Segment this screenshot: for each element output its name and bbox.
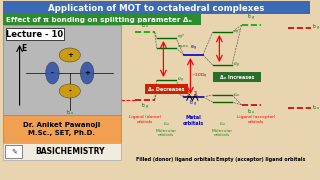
Text: +: + (67, 52, 73, 58)
Text: Lecture - 10: Lecture - 10 (6, 30, 64, 39)
Text: E: E (21, 44, 27, 53)
Text: ✎: ✎ (11, 148, 17, 154)
FancyBboxPatch shape (3, 25, 121, 115)
Ellipse shape (59, 84, 80, 98)
FancyBboxPatch shape (6, 28, 64, 40)
FancyBboxPatch shape (5, 145, 22, 158)
Text: t$_{2g}$: t$_{2g}$ (312, 23, 320, 33)
Text: t$_{2g}$: t$_{2g}$ (141, 102, 149, 112)
Text: e$_g$*: e$_g$* (177, 33, 185, 41)
Text: t$_{1u}$: t$_{1u}$ (247, 107, 255, 116)
Text: -: - (68, 88, 71, 94)
Text: Filled (donor) ligand orbitals: Filled (donor) ligand orbitals (136, 158, 215, 163)
Text: Δₒ Increases: Δₒ Increases (220, 75, 254, 80)
Text: Dr. Aniket Pawanoji
M.Sc., SET, Ph.D.: Dr. Aniket Pawanoji M.Sc., SET, Ph.D. (23, 122, 101, 136)
Text: BASICHEMISTRY: BASICHEMISTRY (35, 147, 105, 156)
Text: t$_{1u}$
Molecular
orbitals: t$_{1u}$ Molecular orbitals (212, 120, 233, 137)
Text: 1 1: 1 1 (186, 91, 198, 97)
Text: t$_{2g}$: t$_{2g}$ (177, 76, 184, 84)
Text: Effect of π bonding on splitting parameter Δₒ: Effect of π bonding on splitting paramet… (6, 17, 192, 22)
Text: e$_g$,e$_u$: e$_g$,e$_u$ (177, 43, 189, 51)
FancyBboxPatch shape (3, 143, 121, 160)
Ellipse shape (80, 62, 94, 84)
Text: Ligand (acceptor)
orbitals: Ligand (acceptor) orbitals (237, 115, 275, 124)
Ellipse shape (59, 48, 80, 62)
Text: t$_{1u}$
Molecular
orbitals: t$_{1u}$ Molecular orbitals (156, 120, 177, 137)
Text: t$_{1u}$: t$_{1u}$ (233, 91, 240, 99)
Text: t$_{1u}$: t$_{1u}$ (66, 108, 74, 117)
Text: ~10D$_q$: ~10D$_q$ (191, 72, 208, 80)
FancyBboxPatch shape (3, 14, 201, 25)
Text: Empty (acceptor) ligand orbitals: Empty (acceptor) ligand orbitals (216, 158, 306, 163)
FancyBboxPatch shape (145, 84, 188, 94)
Text: t$_{1u}$: t$_{1u}$ (312, 103, 320, 112)
Text: -: - (51, 70, 54, 76)
Text: t$_{1u}$: t$_{1u}$ (177, 88, 184, 96)
Text: +: + (84, 70, 90, 76)
FancyBboxPatch shape (212, 72, 261, 82)
Text: t$_{2g}$: t$_{2g}$ (247, 13, 255, 23)
Text: Metal
orbitals: Metal orbitals (183, 115, 204, 126)
Text: t$_{2g}$: t$_{2g}$ (233, 60, 240, 69)
Text: t$_{2g}$: t$_{2g}$ (189, 99, 197, 109)
Text: Ligand (donor)
orbitals: Ligand (donor) orbitals (129, 115, 161, 124)
Text: e$_g$: e$_g$ (190, 44, 197, 53)
Text: t$_{1u}$: t$_{1u}$ (141, 21, 149, 30)
Text: Δₒ Decreases: Δₒ Decreases (148, 87, 185, 91)
FancyBboxPatch shape (3, 115, 121, 143)
Text: Application of MOT to octahedral complexes: Application of MOT to octahedral complex… (48, 3, 265, 12)
Text: e$_g$*: e$_g$* (233, 28, 241, 36)
Ellipse shape (46, 62, 59, 84)
FancyBboxPatch shape (3, 1, 310, 14)
